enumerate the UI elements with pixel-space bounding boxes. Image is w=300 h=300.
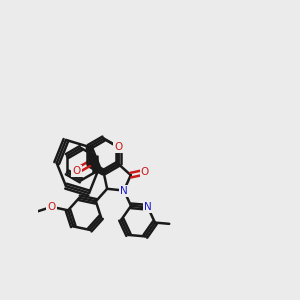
Text: O: O [47,202,56,212]
Text: N: N [120,185,128,196]
Text: O: O [141,167,149,177]
Text: O: O [114,142,122,152]
Text: O: O [73,166,81,176]
Text: N: N [144,202,152,212]
